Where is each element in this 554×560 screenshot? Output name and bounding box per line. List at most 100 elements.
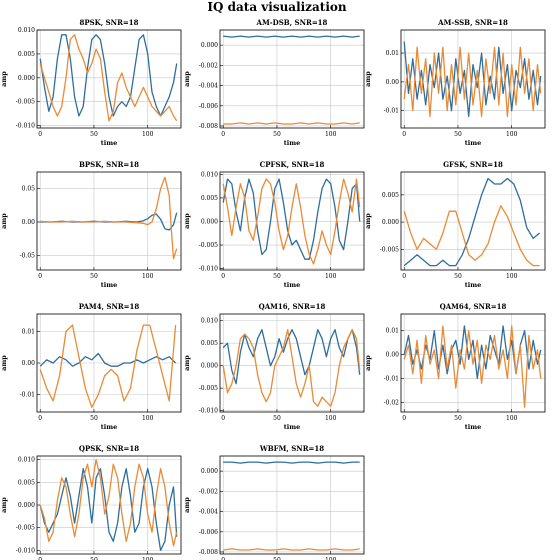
y-axis-label: amp — [0, 497, 8, 513]
y-tick-label: 0.000 — [201, 363, 218, 370]
x-tick-label: 100 — [325, 415, 337, 422]
y-tick-label: -0.005 — [380, 246, 399, 253]
x-tick-label: 100 — [506, 273, 518, 280]
series-line-i — [223, 35, 360, 38]
y-tick-label: -0.010 — [199, 266, 218, 273]
x-tick-label: 50 — [454, 131, 462, 138]
y-tick-label: 0.005 — [201, 195, 218, 202]
y-axis-label: amp — [183, 355, 191, 371]
subplot-gfsk: 0 50 100 -0.005 0.000 0.005 GFSK, SNR=18 time am… — [364, 160, 546, 289]
y-tick-label: 0.01 — [386, 50, 399, 57]
y-tick-label: -0.004 — [199, 83, 218, 90]
x-tick-label: 100 — [506, 415, 518, 422]
series-line-q — [39, 458, 178, 547]
y-tick-label: -0.010 — [16, 547, 35, 554]
subplot-qpsk: 0 50 100 -0.010 -0.005 0.000 0.005 0.010 QPSK, S… — [0, 444, 182, 560]
subplot-title: CPFSK, SNR=18 — [260, 160, 325, 169]
axes-frame — [219, 313, 365, 413]
x-tick-label: 100 — [142, 557, 154, 560]
y-tick-label: 0.005 — [18, 479, 35, 486]
subplot-cpfsk: 0 50 100 -0.010 -0.005 0.000 0.005 0.010 CPFSK, … — [183, 160, 365, 289]
x-tick-label: 0 — [402, 273, 406, 280]
x-tick-label: 50 — [273, 557, 281, 560]
x-axis-label: time — [284, 423, 301, 431]
axes-frame — [400, 171, 546, 271]
y-tick-label: 0.00 — [22, 219, 36, 226]
y-axis-label: amp — [183, 213, 191, 229]
series-line-q — [403, 205, 540, 267]
subplot-title: WBFM, SNR=18 — [259, 444, 324, 453]
subplot-am-dsb: 0 50 100 0.000 -0.002 -0.004 -0.006 -0.008 AM-DS… — [183, 18, 365, 147]
subplot-qam64: 0 50 100 -0.02 -0.01 0.00 0.01 QAM64, SNR=18 tim… — [364, 302, 546, 431]
y-tick-label: -0.005 — [16, 525, 35, 532]
subplot-qam16: 0 50 100 -0.010 -0.005 0.000 0.005 0.010 QAM16, … — [183, 302, 365, 431]
series-line-i — [222, 178, 361, 260]
series-line-q — [223, 548, 360, 551]
x-tick-label: 50 — [90, 131, 98, 138]
x-axis-label: time — [101, 423, 118, 431]
subplot-title: BPSK, SNR=18 — [79, 160, 139, 169]
x-tick-label: 0 — [38, 131, 42, 138]
x-tick-label: 50 — [273, 273, 281, 280]
subplot-title: 8PSK, SNR=18 — [79, 18, 138, 27]
y-axis-label: amp — [364, 71, 372, 87]
subplot-title: QPSK, SNR=18 — [79, 444, 139, 453]
y-tick-label: -0.010 — [16, 123, 35, 130]
y-tick-label: 0.005 — [18, 51, 35, 58]
y-tick-label: 0.010 — [18, 27, 35, 34]
x-tick-label: 100 — [142, 415, 154, 422]
subplot-title: AM-DSB, SNR=18 — [256, 18, 328, 27]
y-tick-label: -0.01 — [384, 376, 399, 383]
y-tick-label: 0.05 — [22, 186, 36, 193]
series-line-i — [223, 461, 360, 464]
x-tick-label: 0 — [221, 557, 225, 560]
x-tick-label: 0 — [38, 415, 42, 422]
y-tick-label: -0.004 — [199, 509, 218, 516]
y-tick-label: -0.010 — [199, 408, 218, 415]
y-tick-label: 0.00 — [386, 79, 400, 86]
x-tick-label: 50 — [90, 557, 98, 560]
axes-frame — [219, 171, 365, 271]
axes-frame — [219, 455, 365, 555]
series-line-i — [403, 177, 541, 267]
x-tick-label: 100 — [325, 131, 337, 138]
y-tick-label: 0.000 — [201, 218, 218, 225]
x-tick-label: 0 — [221, 273, 225, 280]
x-tick-label: 100 — [142, 273, 154, 280]
y-tick-label: -0.01 — [20, 392, 35, 399]
series-line-i — [39, 34, 178, 117]
x-tick-label: 50 — [454, 415, 462, 422]
x-tick-label: 50 — [454, 273, 462, 280]
x-tick-label: 0 — [402, 131, 406, 138]
y-axis-label: amp — [183, 497, 191, 513]
series-line-i — [222, 329, 361, 385]
y-tick-label: 0.010 — [18, 457, 35, 464]
x-tick-label: 100 — [325, 557, 337, 560]
subplot-title: AM-SSB, SNR=18 — [437, 18, 508, 27]
series-line-q — [403, 325, 542, 408]
axes-frame — [36, 29, 182, 129]
series-line-q — [403, 46, 542, 118]
x-tick-label: 50 — [273, 415, 281, 422]
y-tick-label: 0.005 — [382, 192, 399, 199]
x-axis-label: time — [465, 139, 482, 147]
y-tick-label: 0.00 — [386, 352, 400, 359]
axes-frame — [400, 313, 546, 413]
y-axis-label: amp — [0, 355, 8, 371]
y-tick-label: -0.002 — [199, 488, 218, 495]
x-tick-label: 50 — [90, 415, 98, 422]
subplot-title: PAM4, SNR=18 — [79, 302, 140, 311]
x-tick-label: 0 — [38, 273, 42, 280]
series-line-i — [39, 352, 177, 367]
y-tick-label: -0.005 — [199, 385, 218, 392]
subplot-wbfm: 0 50 100 0.000 -0.002 -0.004 -0.006 -0.008 WBFM,… — [183, 444, 365, 560]
y-tick-label: -0.005 — [199, 242, 218, 249]
y-tick-label: 0.005 — [201, 340, 218, 347]
y-tick-label: -0.05 — [20, 252, 36, 259]
x-tick-label: 50 — [273, 131, 281, 138]
y-tick-label: -0.006 — [199, 103, 218, 110]
y-tick-label: -0.008 — [199, 549, 218, 556]
y-axis-label: amp — [364, 213, 372, 229]
y-tick-label: 0.010 — [201, 318, 218, 325]
